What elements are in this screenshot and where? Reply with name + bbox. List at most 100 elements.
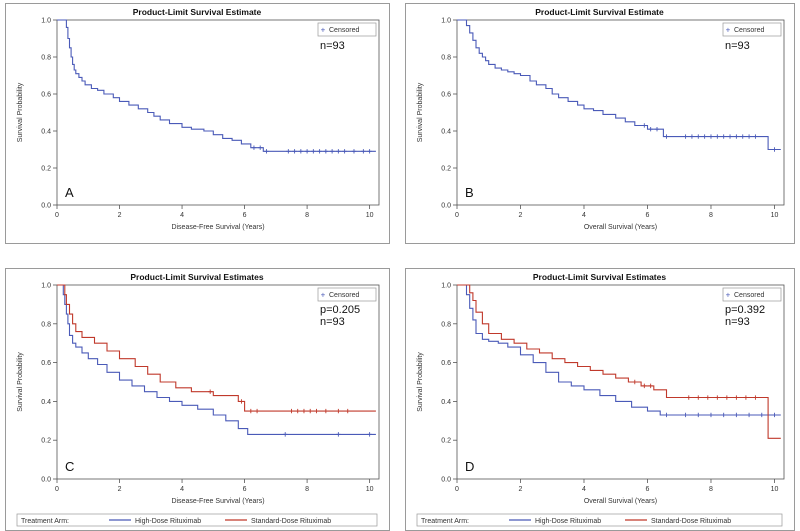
censored-marker xyxy=(292,149,297,154)
censored-marker xyxy=(361,149,366,154)
censored-legend xyxy=(317,287,377,302)
censored-marker xyxy=(323,149,329,154)
censored-marker xyxy=(342,149,347,154)
censored-marker xyxy=(289,408,294,414)
censored-marker xyxy=(336,149,341,154)
censored-legend-marker: + xyxy=(726,291,731,300)
y-tick-label: 0.4 xyxy=(441,129,451,136)
x-tick-label: 8 xyxy=(305,486,309,493)
censored-marker xyxy=(683,134,688,139)
plot-area xyxy=(56,19,380,206)
panel-frame xyxy=(405,3,795,244)
censored-marker xyxy=(772,412,777,418)
panel-frame xyxy=(405,268,795,531)
panel-letter: A xyxy=(65,185,74,200)
censored-marker xyxy=(295,408,300,414)
x-tick-label: 10 xyxy=(366,212,374,219)
y-tick-label: 0.6 xyxy=(41,92,51,99)
y-axis-label: Survival Probability xyxy=(417,352,424,412)
y-tick-label: 0.8 xyxy=(41,321,51,328)
censored-marker xyxy=(207,389,213,394)
chart-title: Product-Limit Survival Estimate xyxy=(535,7,664,17)
censored-marker xyxy=(311,149,316,154)
censored-marker xyxy=(724,395,730,400)
censored-legend xyxy=(722,287,782,302)
x-tick-label: 10 xyxy=(771,486,779,493)
panel-d: Product-Limit Survival Estimates 0.0 0.2 0.… xyxy=(405,268,795,531)
x-tick-label: 6 xyxy=(243,212,247,219)
x-tick-label: 10 xyxy=(771,212,779,219)
y-tick-label: 0.2 xyxy=(41,166,51,173)
censored-marker xyxy=(696,134,701,139)
censored-marker xyxy=(642,383,647,389)
censored-marker xyxy=(702,134,707,139)
y-tick-label: 0.2 xyxy=(41,438,51,445)
x-tick-label: 0 xyxy=(455,212,459,219)
y-tick-label: 0.0 xyxy=(441,477,451,484)
censored-legend-marker: + xyxy=(321,26,326,35)
censored-marker xyxy=(753,395,758,400)
x-tick-label: 6 xyxy=(243,486,247,493)
panel-a: Product-Limit Survival Estimate 0.0 0.2 0.4… xyxy=(5,3,390,244)
censored-legend xyxy=(722,22,782,37)
censored-marker xyxy=(258,145,263,150)
x-tick-label: 0 xyxy=(55,486,59,493)
x-tick-label: 0 xyxy=(455,486,459,493)
y-tick-label: 0.6 xyxy=(41,360,51,367)
y-tick-label: 0.6 xyxy=(441,92,451,99)
x-tick-label: 2 xyxy=(519,486,523,493)
censored-marker xyxy=(648,126,653,132)
censored-marker xyxy=(740,134,745,139)
censored-marker xyxy=(686,395,691,400)
n-annotation: n=93 xyxy=(320,40,345,52)
legend-high-dose-label: High-Dose Rituximab xyxy=(135,518,201,525)
censored-marker xyxy=(721,412,726,418)
censored-marker xyxy=(254,408,260,414)
treatment-arm-label: Treatment Arm: xyxy=(421,518,469,525)
censored-marker xyxy=(336,408,341,414)
plot-area xyxy=(456,284,785,480)
x-axis-label: Overall Survival (Years) xyxy=(584,498,657,505)
plot-area xyxy=(456,19,785,206)
n-annotation: n=93 xyxy=(725,316,750,328)
censored-marker xyxy=(654,126,660,132)
x-axis-label: Overall Survival (Years) xyxy=(584,224,657,231)
y-axis-label: Survival Probability xyxy=(17,82,24,142)
censored-legend-label: Censored xyxy=(734,292,764,299)
censored-marker xyxy=(746,412,752,418)
censored-marker xyxy=(264,149,269,154)
censored-marker xyxy=(683,412,688,418)
legend-standard-dose-label: Standard-Dose Rituximab xyxy=(251,518,331,525)
y-tick-label: 0.8 xyxy=(441,321,451,328)
x-axis-label: Disease-Free Survival (Years) xyxy=(171,224,264,231)
chart-title: Product-Limit Survival Estimate xyxy=(133,7,262,17)
censored-marker xyxy=(772,147,777,152)
panel-b: Product-Limit Survival Estimate 0.0 0.2 0.4… xyxy=(405,3,795,244)
censored-marker xyxy=(632,379,637,385)
x-tick-label: 4 xyxy=(582,486,586,493)
y-tick-label: 1.0 xyxy=(441,283,451,290)
y-tick-label: 1.0 xyxy=(441,18,451,25)
x-axis-label: Disease-Free Survival (Years) xyxy=(171,498,264,505)
censored-legend xyxy=(317,22,377,37)
km-curve-all-patients xyxy=(57,19,376,152)
censored-marker xyxy=(753,134,758,139)
censored-marker xyxy=(317,149,322,154)
x-tick-label: 8 xyxy=(305,212,309,219)
x-tick-label: 4 xyxy=(180,486,184,493)
censored-marker xyxy=(759,412,764,418)
x-tick-label: 2 xyxy=(118,486,122,493)
censored-marker xyxy=(642,123,647,128)
censored-marker xyxy=(734,412,739,418)
panel-c: Product-Limit Survival Estimates 0.0 0.2 0.… xyxy=(5,268,390,531)
censored-marker xyxy=(746,134,752,139)
censored-marker xyxy=(734,395,739,400)
censored-marker xyxy=(708,412,714,418)
x-tick-label: 0 xyxy=(55,212,59,219)
censored-marker xyxy=(336,432,341,437)
censored-marker xyxy=(314,408,319,414)
chart-title: Product-Limit Survival Estimates xyxy=(533,272,666,282)
censored-marker xyxy=(298,149,304,154)
y-tick-label: 0.8 xyxy=(41,55,51,62)
censored-marker xyxy=(304,149,310,154)
